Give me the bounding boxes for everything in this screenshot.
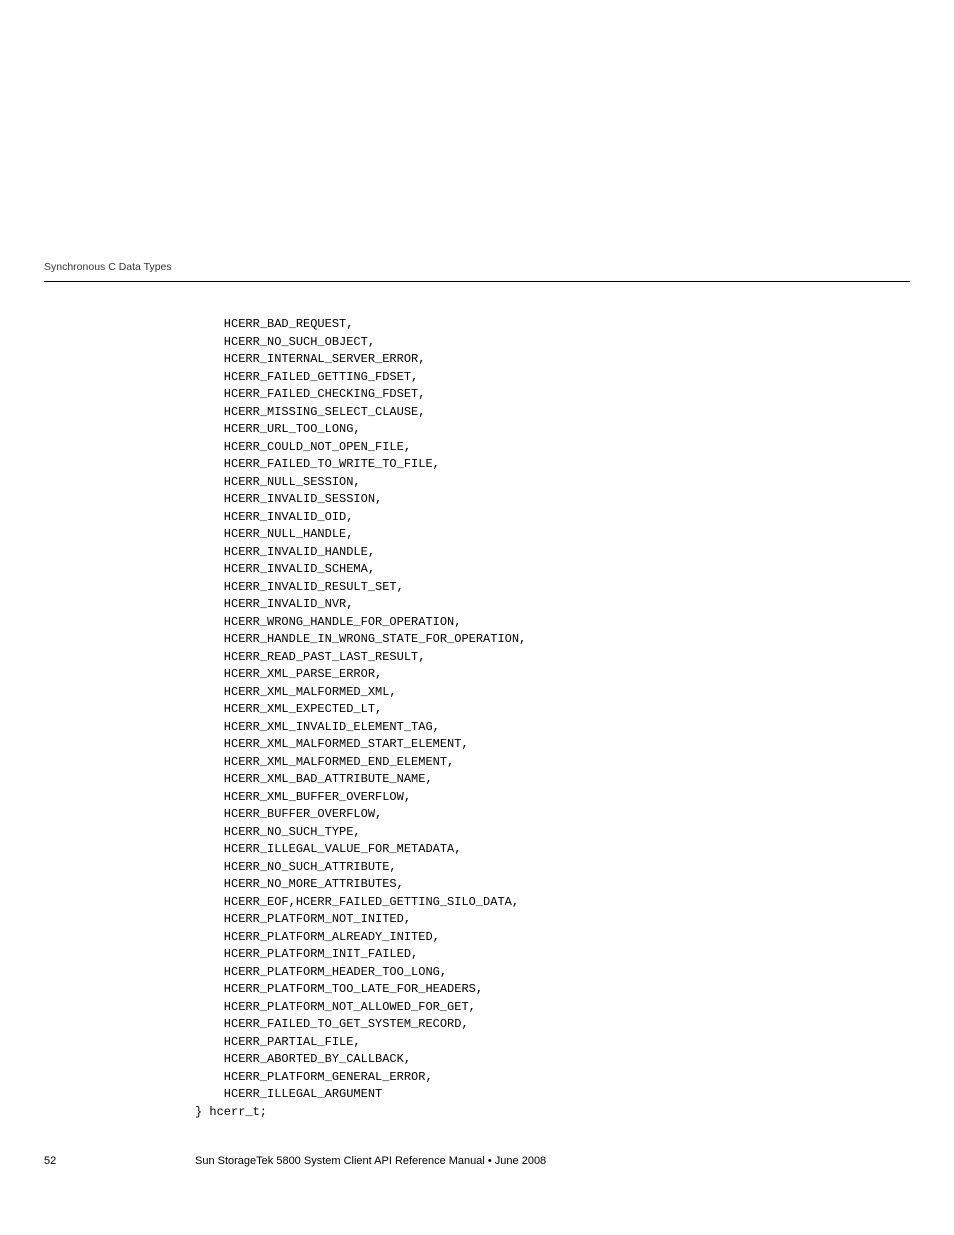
footer-book-title: Sun StorageTek 5800 System Client API Re… (195, 1155, 546, 1167)
page-header: Synchronous C Data Types (44, 261, 910, 282)
header-rule (44, 281, 910, 282)
running-head: Synchronous C Data Types (44, 261, 910, 279)
code-listing: HCERR_BAD_REQUEST, HCERR_NO_SUCH_OBJECT,… (195, 316, 526, 1121)
page-number: 52 (44, 1155, 56, 1167)
